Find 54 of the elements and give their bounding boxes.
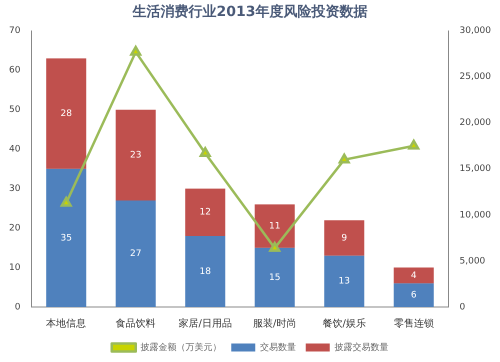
- y-tick-label: 60: [9, 66, 21, 76]
- data-label: 11: [269, 221, 280, 232]
- y2-tick-label: 20,000: [460, 118, 492, 128]
- data-label: 12: [200, 208, 211, 218]
- y-tick-label: 70: [9, 26, 21, 36]
- bar: [254, 248, 295, 307]
- x-tick-label: 服装/时尚: [253, 318, 296, 330]
- y2-tick-label: 15,000: [460, 164, 492, 174]
- chart-title: 生活消费行业2013年度风险投资数据: [132, 3, 368, 20]
- point: [269, 242, 280, 252]
- data-label: 28: [60, 109, 72, 120]
- data-label: 13: [338, 276, 350, 287]
- legend-label: 披露金额（万美元）: [140, 342, 222, 353]
- y-tick-label: 50: [9, 105, 21, 116]
- point: [130, 46, 142, 56]
- y2-tick-label: 5,000: [460, 256, 486, 266]
- y2-tick-label: 10,000: [460, 210, 492, 220]
- point: [338, 153, 350, 164]
- bar: [185, 236, 226, 307]
- y-tick-label: 20: [9, 223, 21, 234]
- x-tick-label: 餐饮/娱乐: [322, 318, 366, 330]
- point: [60, 196, 72, 207]
- y-tick-label: 0: [14, 302, 21, 312]
- bar: [46, 58, 86, 169]
- data-label: 35: [60, 233, 72, 244]
- bar: [116, 200, 156, 307]
- y-tick-label: 10: [9, 262, 21, 273]
- bar: [324, 256, 364, 307]
- data-label: 9: [341, 233, 348, 244]
- bar: [185, 188, 226, 236]
- bar: [116, 110, 156, 200]
- bar: [394, 283, 434, 307]
- x-tick-label: 零售连锁: [394, 318, 434, 330]
- x-tick-label: 本地信息: [46, 318, 86, 330]
- legend-label: 披露交易数量: [334, 342, 388, 353]
- legend-label: 交易数量: [260, 342, 296, 353]
- x-tick-label: 食品饮料: [116, 318, 156, 330]
- data-label: 18: [200, 266, 212, 277]
- y2-tick-label: 0: [460, 302, 466, 312]
- data-label: 23: [130, 150, 142, 160]
- data-label: 27: [130, 249, 142, 260]
- y2-tick-label: 25,000: [460, 72, 492, 82]
- y2-tick-label: 30,000: [460, 26, 492, 36]
- data-label: 6: [410, 290, 417, 301]
- data-label: 15: [269, 272, 280, 283]
- bar: [324, 220, 364, 256]
- point: [408, 140, 420, 150]
- x-tick-label: 家居/日用品: [178, 318, 232, 330]
- bar: [46, 168, 86, 307]
- bar: [394, 268, 434, 284]
- data-label: 4: [410, 270, 417, 281]
- point: [200, 147, 211, 157]
- y-tick-label: 30: [9, 184, 21, 194]
- y-tick-label: 40: [9, 144, 21, 155]
